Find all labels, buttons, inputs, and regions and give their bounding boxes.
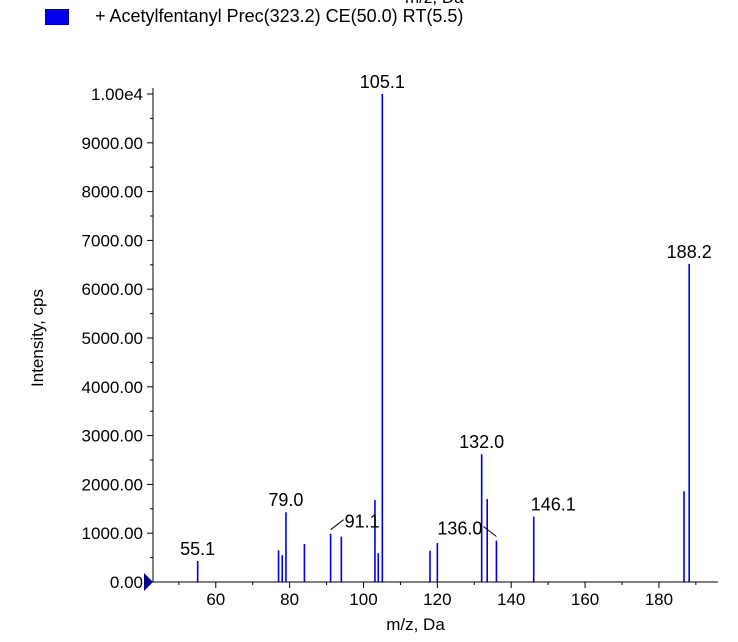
y-tick-label: 9000.00: [82, 134, 143, 153]
x-tick-label: 180: [645, 590, 673, 609]
peak-label: 105.1: [360, 72, 405, 92]
x-tick-label: 80: [280, 590, 299, 609]
legend-entry: + Acetylfentanyl Prec(323.2) CE(50.0) RT…: [95, 6, 464, 26]
legend: + Acetylfentanyl Prec(323.2) CE(50.0) RT…: [45, 6, 463, 27]
x-tick-label: 140: [497, 590, 525, 609]
baseline-marker: [144, 573, 153, 591]
y-axis-title: Intensity, cps: [28, 289, 47, 387]
y-tick-label: 3000.00: [82, 427, 143, 446]
peak-label: 79.0: [268, 490, 303, 510]
x-tick-label: 120: [423, 590, 451, 609]
peak-label: 91.1: [345, 512, 380, 532]
legend-swatch: [45, 8, 69, 25]
y-tick-label: 4000.00: [82, 378, 143, 397]
y-tick-label: 1.00e4: [91, 85, 143, 104]
clipped-axis-label: m/z, Da: [405, 0, 464, 8]
y-tick-label: 6000.00: [82, 280, 143, 299]
x-tick-label: 60: [206, 590, 225, 609]
y-tick-label: 1000.00: [82, 524, 143, 543]
leader-line: [483, 526, 497, 537]
x-tick-label: 160: [571, 590, 599, 609]
y-tick-label: 0.00: [110, 573, 143, 592]
x-tick-label: 100: [349, 590, 377, 609]
y-tick-label: 8000.00: [82, 183, 143, 202]
y-tick-label: 2000.00: [82, 475, 143, 494]
peak-label: 146.1: [531, 495, 576, 515]
peak-label: 188.2: [667, 242, 712, 262]
x-axis-title: m/z, Da: [386, 615, 445, 634]
y-tick-label: 5000.00: [82, 329, 143, 348]
leader-line: [330, 519, 344, 531]
y-tick-label: 7000.00: [82, 231, 143, 250]
peak-label: 132.0: [459, 432, 504, 452]
peak-label: 136.0: [437, 519, 482, 539]
peak-label: 55.1: [180, 539, 215, 559]
